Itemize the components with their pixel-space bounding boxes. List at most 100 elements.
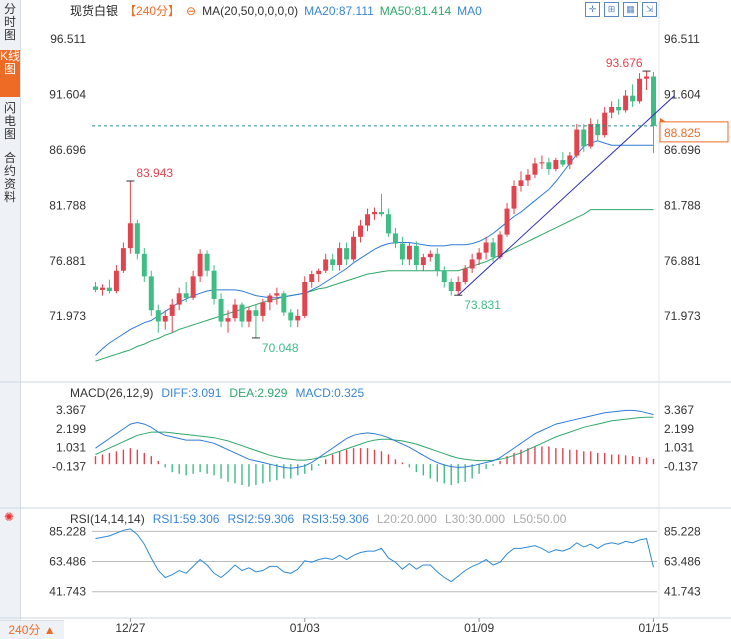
macd-diff: DIFF:3.091 — [161, 386, 222, 400]
macd-tick-label: 1.031 — [56, 441, 86, 455]
crosshair-icon[interactable]: ✛ — [585, 2, 600, 17]
trend-line — [457, 95, 675, 296]
tab-contract-info[interactable]: 合约资料 — [3, 151, 16, 204]
candle-body — [595, 123, 601, 136]
ma20-value: MA20:87.111 — [304, 4, 374, 18]
toolbar: ✛ ⊞ ▦ ⇲ — [581, 1, 657, 17]
candle-body — [106, 287, 112, 292]
x-tick-label: 01/03 — [290, 621, 320, 635]
macd-tick-label: 1.031 — [664, 441, 694, 455]
candle-body — [309, 274, 315, 283]
y-tick-label: 71.973 — [664, 309, 701, 323]
candle-body — [385, 214, 391, 234]
candle-body — [490, 242, 496, 258]
candle-body — [378, 211, 384, 215]
candle-body — [246, 310, 252, 322]
candle-body — [344, 248, 350, 260]
candle-body — [162, 315, 168, 322]
rsi1-value: RSI1:59.306 — [152, 512, 220, 526]
candle-body — [553, 160, 559, 170]
candle-body — [330, 259, 336, 266]
candle-body — [358, 225, 364, 237]
period-selector[interactable]: 240分 ▲ — [0, 620, 64, 639]
switch-icon[interactable]: ⊖ — [186, 4, 197, 18]
candle-body — [120, 248, 126, 271]
rsi-l30: L30:30.000 — [444, 512, 505, 526]
candle-body — [623, 95, 629, 111]
period-label: 【240分】 — [124, 4, 181, 18]
rsi-tick-label: 63.486 — [49, 555, 86, 569]
settings-icon[interactable]: ✺ — [3, 510, 15, 524]
candle-body — [511, 186, 517, 209]
rsi3-value: RSI3:59.306 — [302, 512, 369, 526]
candle-body — [267, 295, 273, 303]
ma20-line — [95, 140, 654, 356]
candle-body — [427, 253, 433, 258]
rsi-line — [95, 528, 654, 583]
candle-body — [469, 259, 475, 269]
candle-body — [448, 282, 454, 292]
candle-body — [323, 259, 329, 271]
candle-body — [197, 253, 203, 277]
instrument-name: 现货白银 — [70, 4, 119, 18]
rsi2-value: RSI2:59.306 — [227, 512, 295, 526]
annotation-high: 93.676 — [606, 56, 643, 70]
candle-body — [190, 276, 196, 298]
rsi-label: RSI(14,14,14) — [70, 512, 145, 526]
y-tick-label: 91.604 — [664, 87, 701, 101]
candle-body — [337, 248, 343, 266]
candle-body — [351, 236, 357, 260]
ma0-value: MA0 — [457, 4, 482, 18]
candle-body — [567, 155, 573, 165]
macd-tick-label: -0.137 — [664, 459, 698, 473]
rsi-tick-label: 85.228 — [49, 524, 86, 538]
candle-body — [630, 95, 636, 102]
candle-body — [316, 270, 322, 275]
x-tick-label: 01/15 — [638, 621, 668, 635]
candle-body — [302, 282, 308, 316]
y-tick-label: 91.604 — [49, 87, 86, 101]
candle-body — [497, 234, 503, 258]
y-tick-label: 86.696 — [49, 143, 86, 157]
ma-label: MA(20,50,0,0,0,0) — [202, 4, 299, 18]
current-price-pointer — [660, 117, 666, 122]
rsi-tick-label: 85.228 — [664, 524, 701, 538]
macd-tick-label: 2.199 — [664, 422, 694, 436]
tab-flash-chart[interactable]: 闪电图 — [3, 101, 16, 141]
candle-body — [176, 293, 182, 305]
candle-body — [476, 252, 482, 260]
candle-body — [455, 282, 461, 292]
tab-kline-chart[interactable]: K线图 — [0, 50, 20, 97]
x-tick-label: 12/27 — [115, 621, 145, 635]
candle-body — [93, 286, 98, 290]
candle-body — [581, 129, 587, 147]
y-tick-label: 81.788 — [49, 198, 86, 212]
candle-body — [609, 106, 615, 113]
candle-body — [274, 293, 280, 296]
current-price-label: 88.825 — [664, 126, 701, 140]
macd-tick-label: -0.137 — [52, 459, 86, 473]
tab-time-chart[interactable]: 分时图 — [3, 2, 16, 42]
macd-dea: DEA:2.929 — [229, 386, 288, 400]
candle-body — [525, 174, 531, 181]
y-tick-label: 71.973 — [49, 309, 86, 323]
ma50-line — [95, 209, 654, 362]
candle-body — [532, 163, 538, 175]
candle-body — [420, 257, 426, 266]
zoom-icon[interactable]: ⊞ — [604, 2, 619, 17]
period-selector-label: 240分 — [8, 623, 41, 637]
candle-body — [413, 245, 419, 266]
layout-icon[interactable]: ▦ — [623, 2, 638, 17]
y-tick-label: 96.511 — [664, 32, 700, 46]
candle-body — [295, 315, 301, 321]
candle-body — [546, 162, 552, 170]
candle-body — [232, 304, 238, 319]
rsi-tick-label: 63.486 — [664, 555, 701, 569]
y-tick-label: 76.881 — [664, 254, 701, 268]
expand-icon[interactable]: ⇲ — [642, 2, 657, 17]
candle-body — [574, 129, 580, 156]
candle-body — [539, 162, 545, 164]
macd-tick-label: 3.367 — [664, 403, 694, 417]
candle-body — [651, 76, 656, 126]
diff-line — [95, 409, 654, 469]
